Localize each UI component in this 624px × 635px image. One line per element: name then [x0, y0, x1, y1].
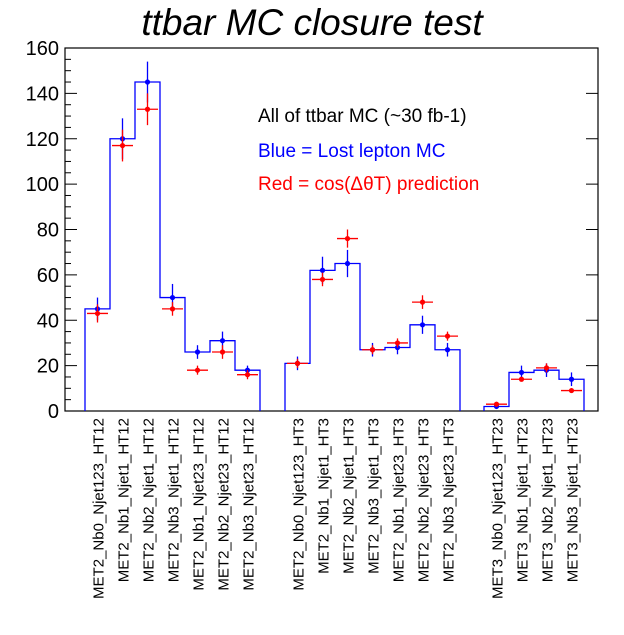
x-tick-label: MET2_Nb1_Njet1_HT3 [316, 418, 333, 574]
x-tick-label: MET2_Nb0_Njet123_HT12 [91, 418, 108, 599]
plot-frame [64, 47, 599, 412]
prediction-point [568, 387, 575, 394]
prediction-point [444, 333, 451, 339]
chart-title: ttbar MC closure test [141, 2, 483, 43]
prediction-point [244, 372, 251, 378]
x-tick-label: MET2_Nb0_Njet123_HT3 [291, 418, 308, 591]
legend-mc: Blue = Lost lepton MC [258, 141, 446, 162]
prediction-point [94, 310, 101, 317]
y-tick-label: 100 [26, 174, 59, 196]
y-ticks: 0 20 40 60 80 100 120 140 160 [26, 38, 598, 423]
x-tick-label: MET2_Nb3_Njet23_HT3 [441, 418, 458, 582]
mc-point [444, 347, 451, 353]
axes [64, 47, 599, 412]
mc-histogram-outline [284, 262, 461, 411]
y-tick-label: 140 [26, 83, 59, 105]
y-tick-label: 80 [37, 220, 59, 242]
mc-point [344, 260, 351, 267]
prediction-point [319, 276, 326, 283]
y-tick-label: 60 [37, 265, 59, 287]
x-tick-label: MET2_Nb2_Njet23_HT12 [216, 418, 233, 591]
mc-point [319, 267, 326, 273]
y-tick-label: 0 [48, 401, 59, 423]
x-tick-labels: MET2_Nb0_Njet123_HT12 MET2_Nb1_Njet1_HT12… [91, 418, 582, 599]
prediction-point [493, 401, 500, 407]
prediction-point [119, 142, 126, 149]
x-tick-label: MET2_Nb1_Njet23_HT12 [191, 418, 208, 591]
mc-point [518, 369, 525, 376]
x-tick-label: MET2_Nb2_Njet1_HT3 [341, 418, 358, 574]
x-tick-label: MET2_Nb1_Njet23_HT3 [391, 418, 408, 582]
prediction-point [169, 306, 176, 312]
mc-point [419, 322, 426, 328]
prediction-point [344, 235, 351, 242]
y-tick-label: 160 [26, 38, 59, 60]
prediction-point [419, 299, 426, 305]
x-tick-label: MET2_Nb1_Njet1_HT12 [116, 418, 133, 582]
prediction-point [194, 367, 201, 373]
mc-point [144, 79, 151, 85]
x-tick-label: MET3_Nb1_Njet1_HT23 [515, 418, 532, 582]
x-tick-label: MET3_Nb2_Njet1_HT23 [540, 418, 557, 582]
x-tick-label: MET2_Nb3_Njet1_HT12 [166, 418, 183, 582]
y-tick-label: 40 [37, 310, 59, 332]
prediction-point [518, 376, 525, 382]
x-tick-label: MET3_Nb0_Njet123_HT23 [490, 418, 507, 599]
prediction-point [369, 347, 376, 353]
prediction-point [219, 349, 226, 355]
x-tick-label: MET2_Nb2_Njet1_HT12 [141, 418, 158, 582]
x-tick-label: MET2_Nb3_Njet23_HT12 [241, 418, 258, 591]
prediction-point [294, 360, 301, 366]
x-tick-label: MET2_Nb2_Njet23_HT3 [416, 418, 433, 582]
y-tick-label: 20 [37, 356, 59, 378]
y-tick-label: 120 [26, 129, 59, 151]
mc-point [568, 376, 575, 382]
legend-prediction: Red = cos(ΔθT) prediction [258, 174, 480, 195]
mc-point [169, 294, 176, 301]
x-tick-label: MET3_Nb3_Njet1_HT23 [565, 418, 582, 582]
prediction-point [543, 365, 550, 371]
x-tick-label: MET2_Nb3_Njet1_HT3 [366, 418, 383, 574]
legend-title: All of ttbar MC (~30 fb-1) [258, 106, 467, 127]
mc-point [194, 349, 201, 355]
prediction-point [144, 106, 151, 112]
mc-point [219, 338, 226, 344]
prediction-point [394, 340, 401, 346]
prediction-points [87, 93, 582, 407]
mc-histogram-outline [84, 81, 261, 411]
